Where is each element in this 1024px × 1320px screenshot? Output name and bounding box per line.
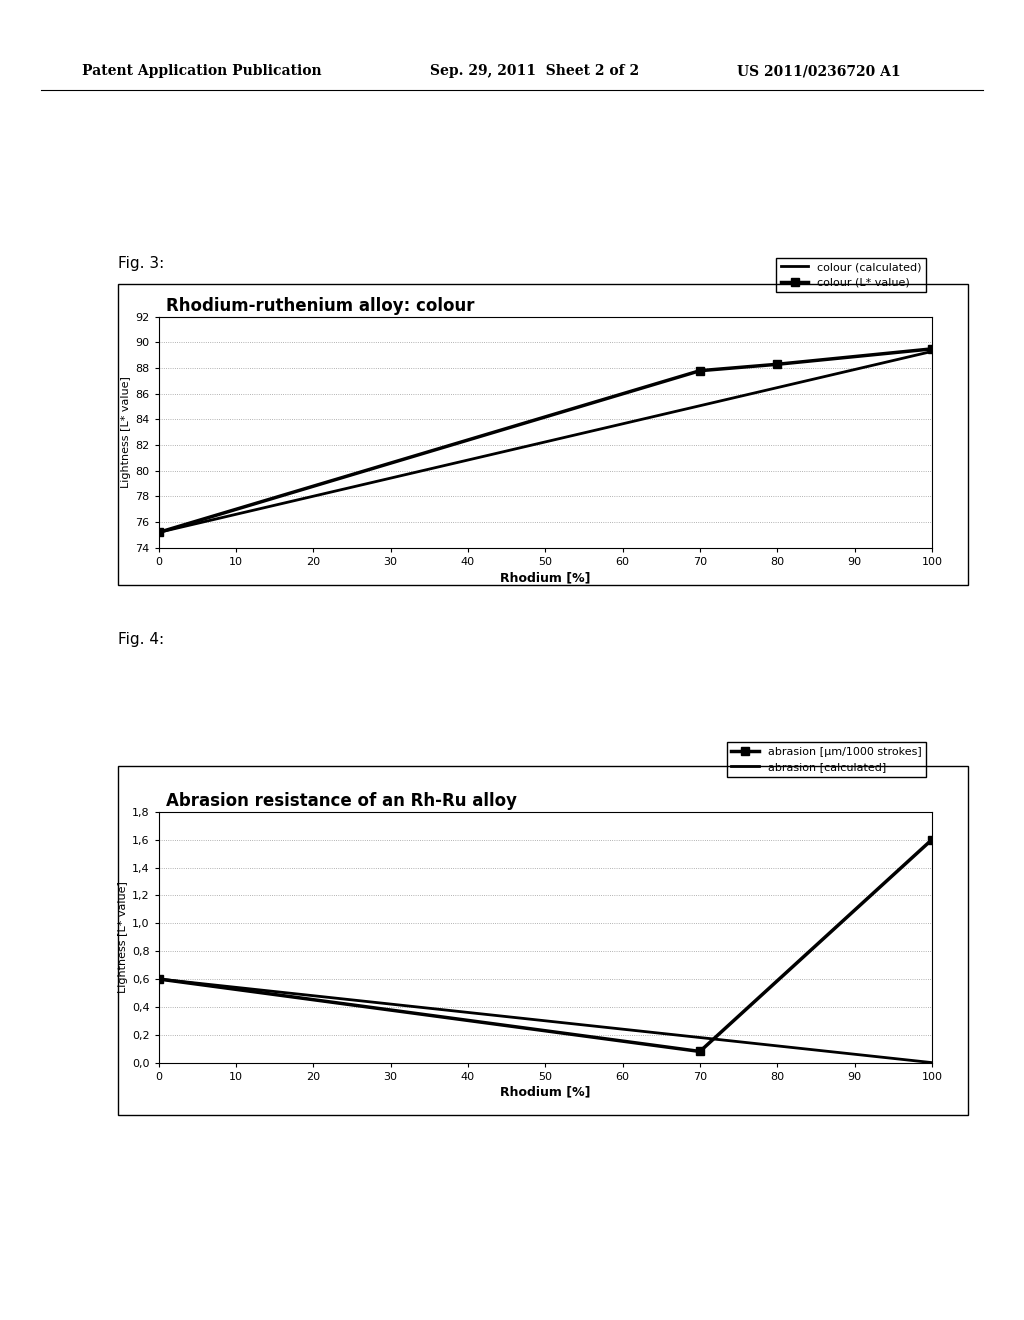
Legend: abrasion [µm/1000 strokes], abrasion [calculated]: abrasion [µm/1000 strokes], abrasion [ca…: [727, 742, 927, 776]
colour (L* value): [694, 363, 707, 379]
X-axis label: Rhodium [%]: Rhodium [%]: [500, 1086, 591, 1098]
Line: colour (L* value): colour (L* value): [155, 345, 936, 536]
Y-axis label: Lightness [L* value]: Lightness [L* value]: [121, 376, 131, 488]
colour (L* value): [926, 341, 938, 356]
Text: Fig. 3:: Fig. 3:: [118, 256, 164, 271]
colour (L* value): [771, 356, 783, 372]
Y-axis label: Lightness [L* value]: Lightness [L* value]: [118, 882, 128, 993]
abrasion [µm/1000 strokes]: [926, 832, 938, 847]
Text: Abrasion resistance of an Rh-Ru alloy: Abrasion resistance of an Rh-Ru alloy: [167, 792, 517, 810]
abrasion [µm/1000 strokes]: [694, 1044, 707, 1060]
X-axis label: Rhodium [%]: Rhodium [%]: [500, 572, 591, 583]
Text: Sep. 29, 2011  Sheet 2 of 2: Sep. 29, 2011 Sheet 2 of 2: [430, 65, 639, 78]
abrasion [µm/1000 strokes]: [153, 972, 165, 987]
colour (L* value): [153, 524, 165, 540]
Text: Patent Application Publication: Patent Application Publication: [82, 65, 322, 78]
Text: Fig. 4:: Fig. 4:: [118, 632, 164, 647]
Text: Rhodium-ruthenium alloy: colour: Rhodium-ruthenium alloy: colour: [167, 297, 475, 315]
Line: abrasion [µm/1000 strokes]: abrasion [µm/1000 strokes]: [155, 836, 936, 1056]
Legend: colour (calculated), colour (L* value): colour (calculated), colour (L* value): [776, 257, 927, 292]
Text: US 2011/0236720 A1: US 2011/0236720 A1: [737, 65, 901, 78]
